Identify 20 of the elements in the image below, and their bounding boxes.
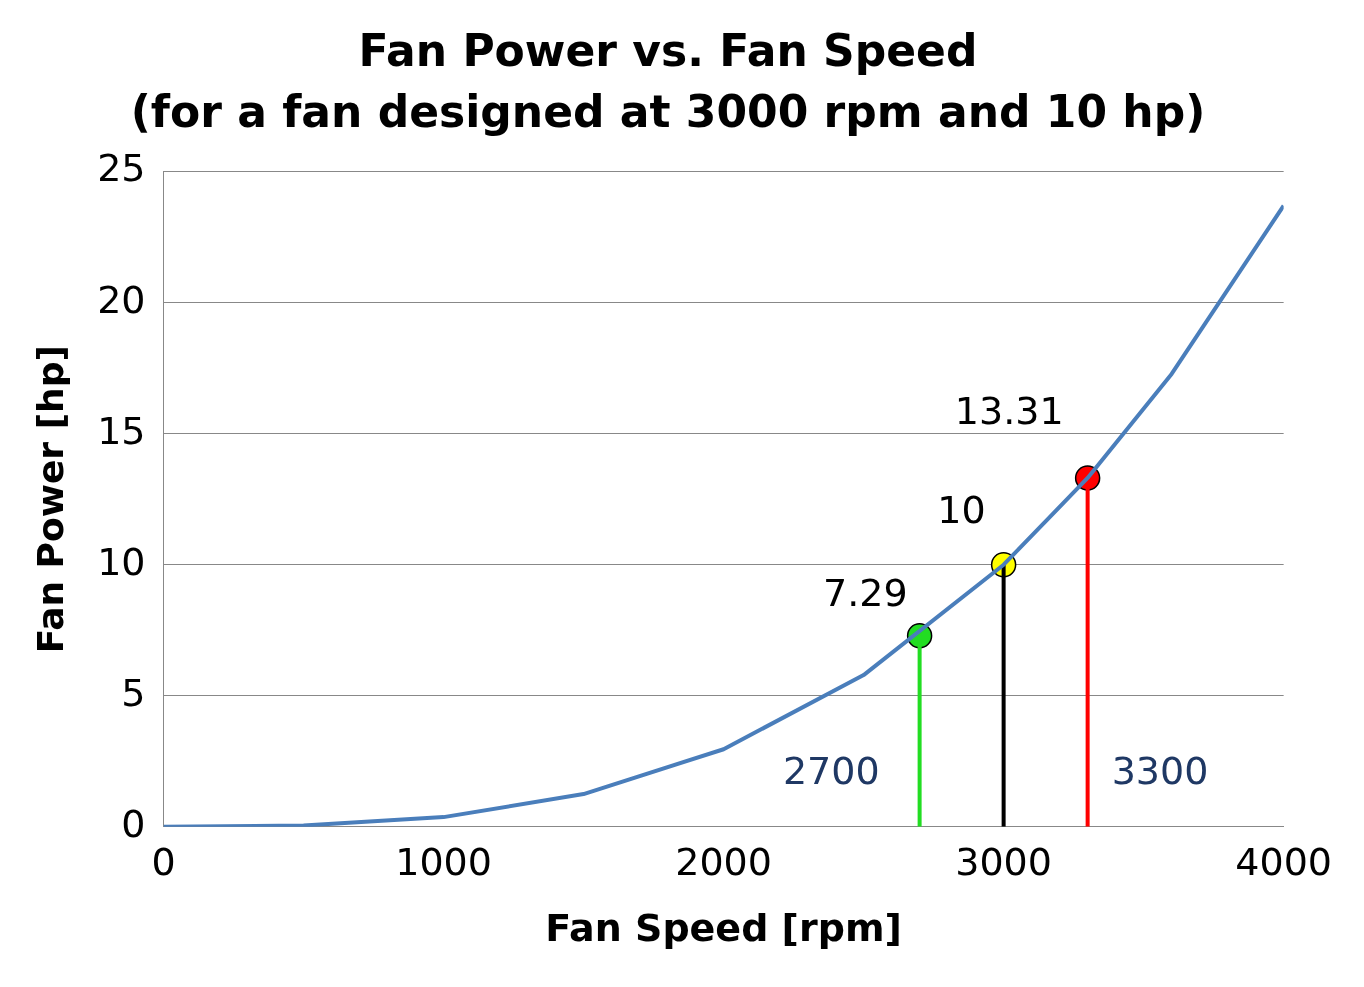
chart-title: Fan Power vs. Fan Speed: [358, 24, 978, 76]
y-tick-label: 0: [121, 801, 146, 846]
annotation: 2700: [782, 749, 880, 794]
data-label: 13.31: [954, 388, 1064, 433]
x-tick-label: 3000: [955, 840, 1052, 885]
annotation: 3300: [1111, 749, 1209, 794]
data-label: 7.29: [823, 570, 908, 615]
data-label: 10: [937, 487, 986, 532]
x-tick-label: 1000: [395, 840, 492, 885]
y-tick-label: 5: [121, 670, 146, 715]
x-axis-title: Fan Speed [rpm]: [545, 906, 902, 951]
x-tick-label: 4000: [1235, 840, 1333, 885]
chart-subtitle: (for a fan designed at 3000 rpm and 10 hp): [130, 85, 1206, 137]
x-tick-label: 0: [151, 840, 176, 885]
y-tick-label: 10: [97, 539, 146, 584]
y-axis-title: Fan Power [hp]: [29, 345, 71, 654]
x-tick-label: 2000: [675, 840, 772, 885]
y-tick-label: 15: [97, 408, 146, 453]
y-tick-label: 20: [97, 277, 146, 322]
y-tick-label: 25: [97, 146, 146, 191]
